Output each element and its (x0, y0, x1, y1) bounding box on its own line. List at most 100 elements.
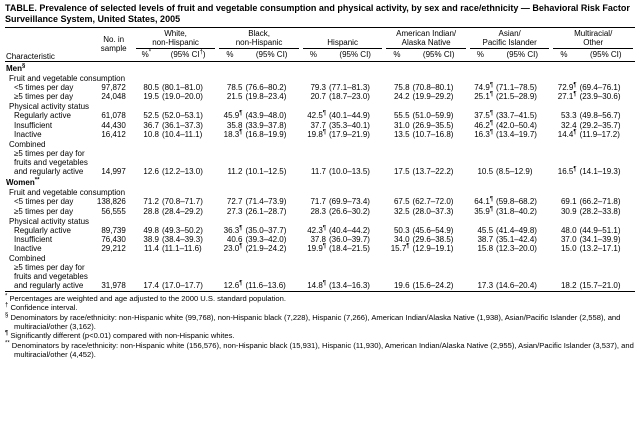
table-head: Characteristic No. in sample White, non-Hi… (5, 27, 635, 62)
table-row-data: Insufficient 44,430 36.7 (36.1–37.3) 35.8 (33… (5, 120, 635, 130)
table-row-data: Insufficient 76,430 38.9 (38.4–39.3) 40.6 (39… (5, 235, 635, 244)
ci-cell: (17.9–21.9) (329, 129, 370, 139)
pct-cell: 37.7 (310, 120, 327, 130)
ci-cell: (14.1–19.3) (579, 167, 621, 177)
table-row-subsection: Physical activity status (5, 101, 635, 111)
ci-cell: (38.4–39.3) (161, 234, 203, 244)
sample-cell: 44,430 (101, 120, 126, 130)
col-header-group: White, non-Hispanic (134, 27, 218, 49)
row-label: Regularly active (14, 225, 71, 235)
ci-cell: (35.3–40.1) (329, 120, 370, 130)
pct-cell: 30.9 (560, 206, 577, 216)
ci-cell: (19.9–29.2) (412, 92, 454, 102)
pct-cell: 16.5¶ (557, 166, 577, 177)
ci-cell: (8.5–12.9) (496, 167, 533, 177)
pct-cell: 15.8 (477, 244, 494, 253)
col-header-group-label: Multiracial/ Other (553, 29, 633, 49)
pct-cell: 19.6 (393, 281, 410, 291)
pct-cell: 19.9¶ (307, 243, 327, 253)
ci-cell: (45.6–54.9) (412, 225, 454, 235)
ci-cell: (52.0–53.1) (161, 111, 203, 121)
pct-cell: 11.4 (143, 244, 159, 253)
subsection-header: Physical activity status (9, 216, 90, 226)
pct-cell: 35.8 (226, 120, 243, 130)
prevalence-table: Characteristic No. in sample White, non-Hi… (5, 26, 635, 292)
col-header-ci: (95% CI) (576, 48, 635, 62)
ci-cell: (13.4–16.3) (329, 281, 370, 291)
ci-cell: (31.8–40.2) (496, 206, 537, 216)
col-header-group-label: White, non-Hispanic (135, 29, 216, 49)
pct-cell: 32.5 (393, 206, 410, 216)
pct-cell: 24.2 (393, 92, 410, 102)
pct-cell: 28.3 (310, 206, 327, 216)
col-header-ci: (95% CI) (409, 48, 468, 62)
ci-cell: (41.4–49.8) (496, 225, 537, 235)
col-header-pct: % (551, 48, 577, 62)
pct-cell: 75.8 (393, 83, 410, 93)
ci-cell: (29.6–38.5) (412, 234, 454, 244)
sample-cell: 16,412 (101, 129, 126, 139)
col-header-group: Black, non-Hispanic (217, 27, 301, 49)
col-header-pct: % (467, 48, 494, 62)
sample-cell: 76,430 (101, 234, 126, 244)
ci-cell: (15.7–21.0) (579, 281, 621, 291)
ci-cell: (51.0–59.9) (412, 111, 454, 121)
ci-cell: (36.1–37.3) (161, 120, 203, 130)
table-row-sex: Women** (5, 176, 635, 188)
table-row-data: Inactive 16,412 10.8 (10.4–11.1) 18.3¶ (16.8–… (5, 129, 635, 139)
pct-cell: 11.7 (311, 167, 327, 177)
table-row-data: Inactive 29,212 11.4 (11.1–11.6) 23.0¶ (21.9–… (5, 243, 635, 253)
row-label: <5 times per day (14, 197, 74, 207)
pct-cell: 19.5 (143, 92, 159, 102)
ci-cell: (10.7–16.8) (412, 129, 454, 139)
col-header-ci: (95% CI) (493, 48, 552, 62)
pct-cell: 12.6 (143, 167, 159, 177)
table-row-subsection: Combined (5, 253, 635, 263)
pct-cell: 72.7 (226, 197, 243, 207)
col-header-ci: (95% CI) (326, 48, 385, 62)
sample-cell: 61,078 (101, 111, 126, 121)
ci-cell: (40.4–44.2) (329, 225, 370, 235)
col-header-group-label: American Indian/ Alaska Native (386, 29, 466, 49)
col-header-group: American Indian/ Alaska Native (384, 27, 468, 49)
ci-cell: (69.4–76.1) (579, 83, 621, 93)
ci-cell: (19.8–23.4) (245, 92, 287, 102)
ci-cell: (26.1–28.7) (245, 206, 287, 216)
pct-cell: 27.1¶ (557, 91, 577, 102)
row-label: Insufficient (14, 120, 53, 130)
col-header-pct: %* (133, 48, 159, 62)
pct-cell: 42.3¶ (307, 225, 327, 235)
header-row-groups: Characteristic No. in sample White, non-Hi… (5, 27, 635, 62)
pct-cell: 38.9 (143, 234, 159, 244)
pct-cell: 18.2 (560, 281, 577, 291)
ci-cell: (43.9–48.0) (245, 111, 287, 121)
sample-cell: 56,555 (101, 206, 126, 216)
pct-cell: 40.6 (226, 234, 243, 244)
ci-cell: (12.3–20.0) (496, 244, 537, 253)
ci-cell: (14.6–20.4) (496, 281, 537, 291)
ci-cell: (40.1–44.9) (329, 111, 370, 121)
sex-header: Men§ (6, 63, 26, 73)
ci-cell: (71.4–73.9) (245, 197, 287, 207)
pct-cell: 25.1¶ (474, 91, 494, 102)
ci-cell: (28.2–33.8) (579, 206, 621, 216)
ci-cell: (39.3–42.0) (245, 234, 287, 244)
pct-cell: 13.5 (393, 129, 410, 139)
ci-cell: (71.1–78.5) (496, 83, 537, 93)
table-row-data: <5 times per day 138,826 71.2 (70.8–71.7) 72… (5, 197, 635, 207)
table-title: TABLE. Prevalence of selected levels of … (5, 3, 630, 24)
pct-cell: 55.5 (393, 111, 410, 121)
sample-cell: 31,978 (101, 281, 126, 291)
pct-cell: 15.0 (560, 244, 577, 253)
ci-cell: (13.4–19.7) (496, 129, 537, 139)
col-header-group-label: Hispanic (302, 38, 383, 49)
pct-cell: 48.0 (560, 225, 577, 235)
pct-cell: 15.7¶ (390, 243, 410, 253)
pct-cell: 80.5 (143, 83, 159, 93)
ci-cell: (35.1–42.4) (496, 234, 537, 244)
table-row-data: ≥5 times per day 24,048 19.5 (19.0–20.0) 21.… (5, 91, 635, 102)
pct-cell: 27.3 (226, 206, 243, 216)
ci-cell: (10.0–13.5) (329, 167, 370, 177)
ci-cell: (10.4–11.1) (161, 129, 203, 139)
ci-cell: (36.0–39.7) (329, 234, 370, 244)
